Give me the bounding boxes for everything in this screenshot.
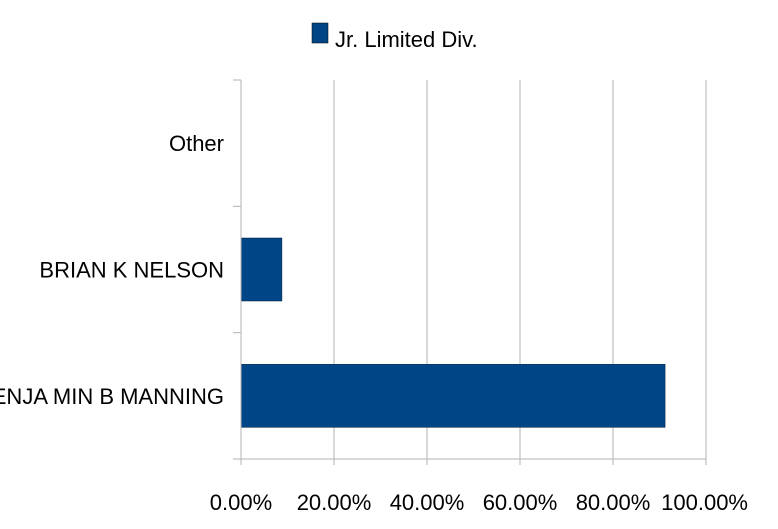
category-label: Other xyxy=(169,131,224,156)
x-tick-label: 100.00% xyxy=(661,490,748,515)
category-label: BENJA MIN B MANNING xyxy=(0,384,224,409)
axis-layer: 0.00% 20.00% 40.00% 60.00% 80.00% 100.00% BENJ… xyxy=(0,79,748,515)
x-tick-label: 40.00% xyxy=(390,490,465,515)
bar xyxy=(240,364,666,428)
x-tick-label: 20.00% xyxy=(297,490,372,515)
x-tick-label: 60.00% xyxy=(483,490,558,515)
x-tick-label: 80.00% xyxy=(576,490,651,515)
legend-label: Jr. Limited Div. xyxy=(335,27,478,52)
legend-swatch xyxy=(311,22,329,44)
bar xyxy=(240,237,283,302)
bars-layer xyxy=(240,237,666,428)
x-tick-label: 0.00% xyxy=(210,490,272,515)
legend: Jr. Limited Div. xyxy=(311,22,478,52)
category-label: BRIAN K NELSON xyxy=(39,258,224,283)
